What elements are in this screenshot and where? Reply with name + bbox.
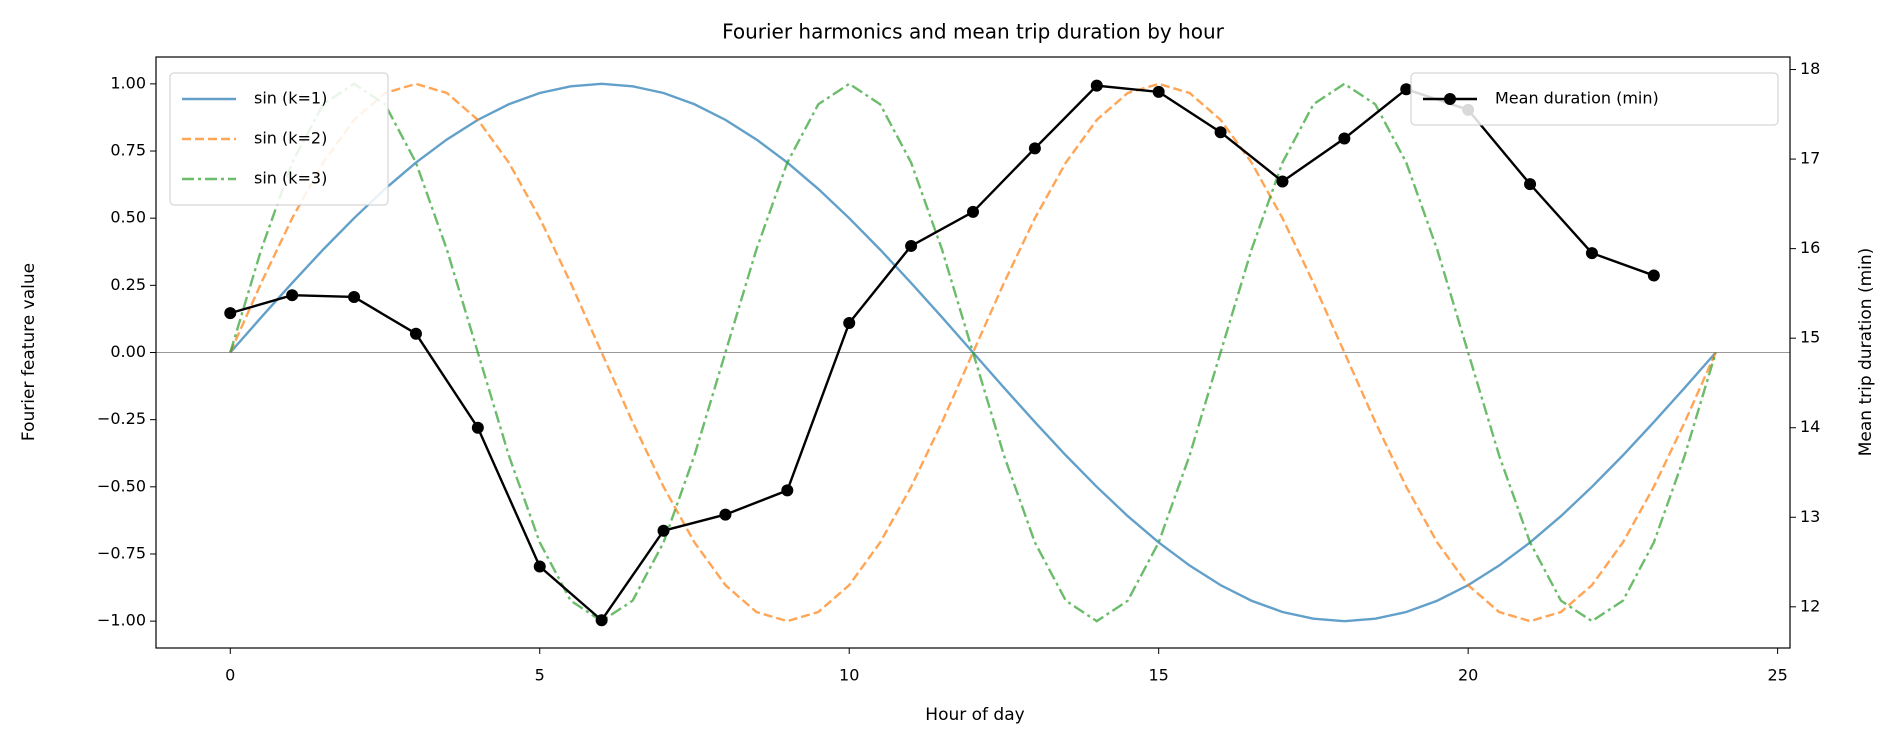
marker (1400, 83, 1413, 96)
marker (1090, 79, 1103, 92)
legend-box (169, 72, 389, 206)
y2-tick-label: 15 (1800, 328, 1820, 347)
marker (1338, 132, 1351, 145)
y-tick-label: −0.25 (97, 409, 146, 428)
marker (1585, 247, 1598, 260)
marker (719, 508, 732, 521)
marker (533, 560, 546, 573)
y-tick-label: −0.50 (97, 476, 146, 495)
chart-title: Fourier harmonics and mean trip duration… (722, 20, 1225, 44)
legend-marker (1444, 93, 1456, 105)
y-axis-label: Fourier feature value (19, 263, 39, 441)
plot-frame (155, 56, 1791, 649)
marker (224, 307, 237, 320)
marker (286, 289, 299, 302)
y-tick-label: 0.50 (110, 208, 146, 227)
y-tick-label: 0.25 (110, 275, 146, 294)
y2-tick-label: 12 (1800, 596, 1820, 615)
y2-tick-label: 16 (1800, 238, 1820, 257)
x-axis-label: Hour of day (925, 705, 1024, 725)
series-line (229, 82, 1717, 623)
y2-tick-label: 13 (1800, 507, 1820, 526)
legend-box (1410, 72, 1779, 126)
marker (781, 484, 794, 497)
marker (471, 421, 484, 434)
y-tick-label: 0.75 (110, 141, 146, 160)
x-tick-label: 15 (1149, 666, 1169, 685)
marker (1214, 126, 1227, 139)
marker (1152, 85, 1165, 98)
marker (967, 205, 979, 218)
y2-tick-label: 18 (1800, 59, 1820, 78)
marker (1276, 175, 1289, 188)
legend-label: sin (k=3) (254, 169, 327, 188)
y-tick-label: −0.75 (97, 543, 146, 562)
legend-label: Mean duration (min) (1495, 89, 1659, 108)
legend-label: sin (k=2) (254, 129, 327, 148)
legend-label: sin (k=1) (254, 89, 327, 108)
y-tick-label: −1.00 (97, 611, 146, 630)
marker (657, 524, 670, 537)
x-tick-label: 25 (1767, 666, 1787, 685)
x-tick-label: 0 (225, 666, 235, 685)
marker (409, 327, 422, 340)
x-tick-label: 20 (1458, 666, 1478, 685)
marker (905, 239, 918, 252)
marker (843, 316, 856, 329)
y2-axis-label: Mean trip duration (min) (1856, 248, 1876, 457)
y-tick-label: 1.00 (110, 73, 146, 92)
y-tick-label: 0.00 (110, 342, 146, 361)
x-tick-label: 10 (839, 666, 859, 685)
y2-tick-label: 14 (1800, 417, 1820, 436)
series-line (229, 82, 1717, 623)
marker (1647, 269, 1660, 282)
marker (348, 290, 361, 303)
y2-tick-label: 17 (1800, 149, 1820, 168)
x-tick-label: 5 (535, 666, 545, 685)
marker (1524, 178, 1537, 191)
marker (595, 614, 608, 627)
marker (1028, 142, 1041, 155)
